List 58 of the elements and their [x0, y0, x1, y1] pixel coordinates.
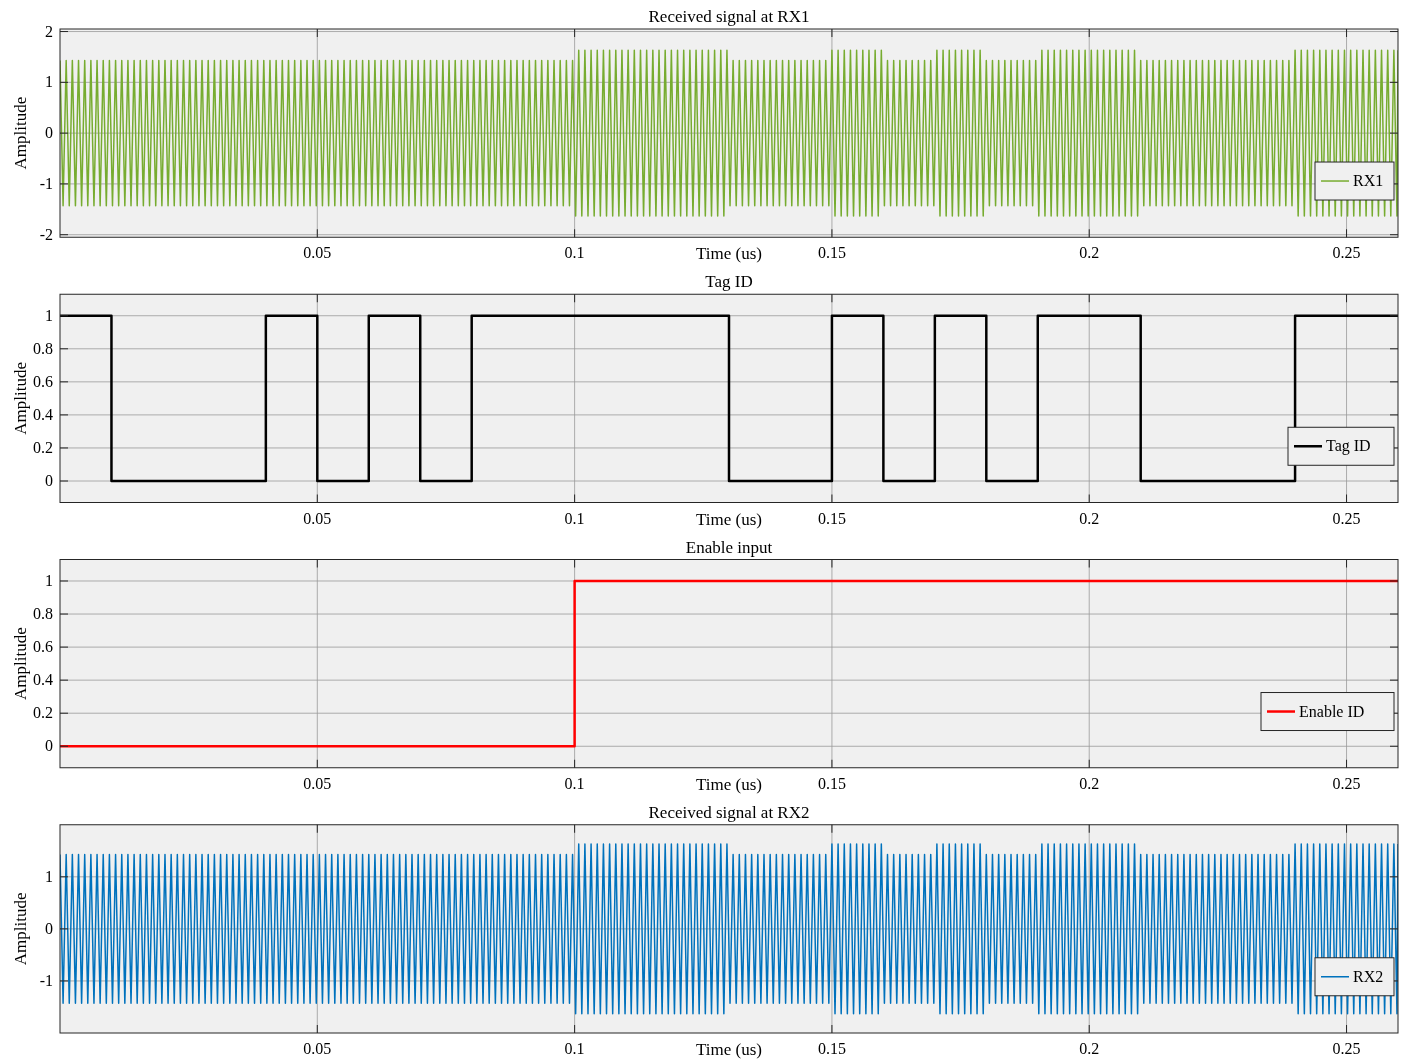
chart-title: Tag ID — [705, 272, 753, 292]
y-tick-label: 1 — [45, 867, 53, 885]
chart-title: Received signal at RX2 — [648, 802, 810, 822]
x-tick-label: 0.25 — [1332, 1040, 1361, 1057]
y-tick-label: 1 — [45, 73, 53, 91]
x-tick-label: 0.25 — [1332, 509, 1361, 527]
y-tick-label: -1 — [39, 971, 53, 989]
x-tick-label: 0.15 — [817, 774, 846, 792]
x-tick-label: 0.2 — [1079, 509, 1100, 527]
y-axis-title: Amplitude — [11, 627, 30, 700]
y-tick-label: -1 — [39, 174, 53, 192]
x-tick-label: 0.05 — [303, 244, 332, 262]
x-tick-label: 0.25 — [1332, 244, 1361, 262]
y-axis-title: Amplitude — [11, 892, 30, 966]
legend-label: RX1 — [1353, 172, 1384, 190]
x-axis-title: Time (us) — [696, 509, 762, 529]
x-tick-label: 0.2 — [1079, 244, 1100, 262]
x-tick-label: 0.05 — [303, 1040, 332, 1057]
chart-title: Enable input — [685, 537, 773, 557]
x-tick-label: 0.05 — [303, 774, 332, 792]
legend-label: RX2 — [1353, 967, 1384, 985]
x-tick-label: 0.15 — [817, 509, 846, 527]
x-axis-title: Time (us) — [696, 1040, 762, 1059]
y-tick-label: 0.2 — [33, 438, 53, 456]
line-series — [60, 843, 1398, 1015]
x-tick-label: 0.05 — [303, 509, 332, 527]
y-axis-title: Amplitude — [11, 362, 30, 435]
y-tick-label: 0 — [45, 737, 53, 755]
x-tick-label: 0.1 — [564, 509, 585, 527]
line-series — [60, 49, 1398, 217]
y-tick-label: 0 — [45, 124, 53, 142]
x-tick-label: 0.15 — [817, 1040, 846, 1057]
y-tick-label: 0 — [45, 472, 53, 490]
y-tick-label: 0.4 — [33, 405, 53, 423]
y-tick-label: 0.6 — [33, 372, 53, 390]
chart-title: Received signal at RX1 — [648, 7, 810, 26]
x-tick-label: 0.1 — [564, 1040, 585, 1057]
y-tick-label: 1 — [45, 571, 53, 589]
y-axis-title: Amplitude — [11, 96, 30, 170]
x-tick-label: 0.25 — [1332, 774, 1361, 792]
x-tick-label: 0.1 — [564, 774, 585, 792]
y-tick-label: 0.2 — [33, 704, 53, 722]
legend-label: Enable ID — [1299, 702, 1365, 720]
y-tick-label: 2 — [45, 22, 53, 40]
x-tick-label: 0.1 — [564, 244, 585, 262]
y-tick-label: 0.4 — [33, 671, 53, 689]
x-tick-label: 0.2 — [1079, 1040, 1100, 1057]
x-axis-title: Time (us) — [696, 244, 762, 264]
x-axis-title: Time (us) — [696, 774, 762, 794]
y-tick-label: 0.8 — [33, 339, 53, 357]
y-tick-label: 0.8 — [33, 605, 53, 623]
y-tick-label: 0.6 — [33, 638, 53, 656]
y-tick-label: 0 — [45, 919, 53, 937]
y-tick-label: -2 — [39, 225, 53, 243]
legend-label: Tag ID — [1326, 437, 1371, 456]
y-tick-label: 1 — [45, 306, 53, 324]
x-tick-label: 0.2 — [1079, 774, 1100, 792]
x-tick-label: 0.15 — [817, 244, 846, 262]
